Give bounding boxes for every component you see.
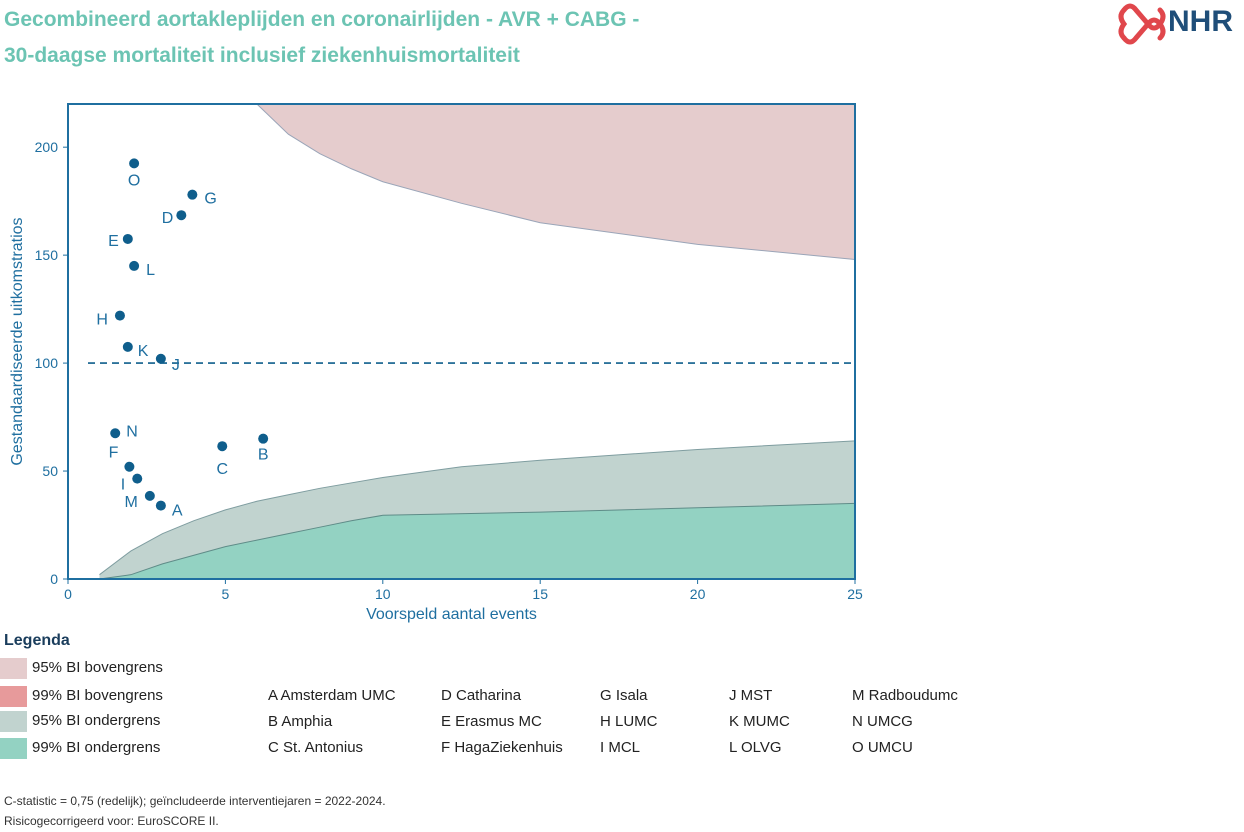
legend-label: 95% BI bovengrens	[32, 659, 163, 676]
band-99-lower-line	[99, 502, 856, 580]
y-tick-label: 100	[35, 355, 59, 371]
point-label-b: B	[258, 447, 269, 464]
hospital-item: N UMCG	[852, 713, 913, 730]
point-label-c: C	[216, 461, 228, 478]
hospital-item: L OLVG	[729, 739, 782, 756]
band-95-upper	[256, 104, 855, 260]
hospital-item: I MCL	[600, 739, 641, 756]
hospital-item: E Erasmus MC	[441, 713, 542, 730]
point-k	[122, 341, 133, 352]
band-95-upper-line	[256, 103, 856, 260]
point-f	[124, 461, 135, 472]
hospital-item: O UMCU	[852, 739, 913, 756]
point-label-k: K	[138, 343, 149, 360]
logo-text: NHR	[1168, 5, 1233, 38]
plot-frame	[67, 103, 856, 580]
funnel-plot: 0 5 10 15 20 25 0 50 100 150 200 Voorspeld aantal e…	[9, 103, 863, 623]
point-n	[110, 428, 121, 439]
hospital-list-col-3: G Isala H LUMC I MCL	[600, 683, 658, 761]
legend-label: 99% BI bovengrens	[32, 687, 163, 704]
x-tick-label: 10	[375, 586, 391, 602]
y-tick-label: 150	[35, 247, 59, 263]
x-tick-label: 25	[847, 586, 863, 602]
legend-swatch-95-upper	[0, 658, 27, 679]
point-d	[176, 210, 187, 221]
point-g	[187, 189, 198, 200]
point-label-e: E	[108, 233, 119, 250]
point-o	[129, 158, 140, 169]
point-label-l: L	[146, 262, 155, 279]
hospital-list-col-2: D Catharina E Erasmus MC F HagaZiekenhui…	[441, 683, 563, 761]
title-line-1: Gecombineerd aortakleplijden en coronair…	[4, 8, 640, 31]
x-tick-label: 20	[690, 586, 706, 602]
band-99-lower	[99, 503, 856, 579]
logo-knot-icon	[1118, 3, 1166, 45]
x-tick-label: 15	[532, 586, 548, 602]
point-label-j: J	[172, 357, 180, 374]
chart-title: Gecombineerd aortakleplijden en coronair…	[4, 2, 639, 74]
legend-swatch-95-lower	[0, 711, 27, 732]
footnote-statistics: C-statistic = 0,75 (redelijk); geïnclude…	[4, 794, 386, 808]
hospital-item: A Amsterdam UMC	[268, 687, 396, 704]
legend-label: 99% BI ondergrens	[32, 739, 161, 756]
hospital-item: H LUMC	[600, 713, 658, 730]
point-label-a: A	[172, 503, 183, 520]
hospital-item: C St. Antonius	[268, 739, 364, 756]
point-label-d: D	[162, 210, 174, 227]
hospital-item: D Catharina	[441, 687, 522, 704]
y-tick-label: 50	[42, 463, 58, 479]
point-m	[144, 490, 155, 501]
legend-label: 95% BI ondergrens	[32, 712, 161, 729]
hospital-item: M Radboudumc	[852, 687, 958, 704]
point-a	[155, 500, 166, 511]
footnote-risk-adjustment: Risicogecorrigeerd voor: EuroSCORE II.	[4, 814, 219, 828]
y-axis-label: Gestandaardiseerde uitkomstratios	[9, 217, 26, 465]
hospital-list-col-5: M Radboudumc N UMCG O UMCU	[852, 683, 958, 761]
point-b	[258, 433, 269, 444]
point-h	[114, 310, 125, 321]
point-label-m: M	[125, 494, 138, 511]
point-e	[122, 233, 133, 244]
y-tick-label: 0	[50, 571, 58, 587]
hospital-list-col-1: A Amsterdam UMC B Amphia C St. Antonius	[268, 683, 396, 761]
hospital-item: B Amphia	[268, 713, 333, 730]
band-95-lower-line	[99, 440, 856, 576]
legend-swatch-99-upper	[0, 686, 27, 707]
legend-swatch-99-lower	[0, 738, 27, 759]
point-label-g: G	[204, 191, 216, 208]
point-label-i: I	[121, 477, 125, 494]
point-label-h: H	[96, 312, 108, 329]
legend-title: Legenda	[4, 632, 70, 649]
x-axis-label: Voorspeld aantal events	[366, 606, 537, 623]
hospital-list-col-4: J MST K MUMC L OLVG	[729, 683, 790, 761]
hospital-item: J MST	[729, 687, 773, 704]
point-label-f: F	[109, 445, 119, 462]
point-l	[129, 260, 140, 271]
title-line-2: 30-daagse mortaliteit inclusief ziekenhu…	[4, 44, 520, 67]
point-i	[132, 473, 143, 484]
point-j	[155, 353, 166, 364]
hospital-item: F HagaZiekenhuis	[441, 739, 563, 756]
point-label-o: O	[128, 172, 140, 189]
y-tick-label: 200	[35, 139, 59, 155]
hospital-item: G Isala	[600, 687, 648, 704]
point-c	[217, 441, 228, 452]
x-tick-label: 0	[64, 586, 72, 602]
x-tick-label: 5	[222, 586, 230, 602]
hospital-item: K MUMC	[729, 713, 790, 730]
point-label-n: N	[126, 423, 138, 440]
nhr-logo: NHR	[1116, 0, 1244, 48]
